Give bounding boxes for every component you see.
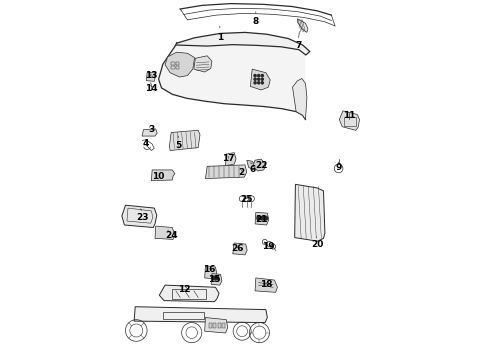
Text: 21: 21 [255, 215, 268, 224]
Polygon shape [170, 130, 200, 150]
Text: 3: 3 [148, 125, 154, 134]
FancyBboxPatch shape [222, 323, 225, 328]
Polygon shape [159, 285, 219, 302]
Polygon shape [205, 165, 247, 179]
Circle shape [258, 78, 260, 80]
Polygon shape [151, 170, 175, 181]
Polygon shape [211, 274, 222, 285]
Polygon shape [294, 184, 325, 241]
Text: 15: 15 [208, 274, 220, 284]
Polygon shape [233, 243, 247, 255]
Text: 11: 11 [343, 111, 356, 120]
Polygon shape [142, 129, 157, 136]
Polygon shape [205, 318, 228, 333]
Text: 10: 10 [152, 172, 165, 181]
Circle shape [254, 75, 256, 77]
Circle shape [261, 75, 263, 77]
Circle shape [264, 216, 268, 220]
Text: 1: 1 [217, 33, 223, 42]
Text: 4: 4 [143, 139, 149, 148]
Circle shape [215, 276, 219, 280]
Polygon shape [250, 69, 270, 90]
Circle shape [258, 82, 260, 84]
Text: 26: 26 [232, 244, 244, 253]
Text: 8: 8 [253, 17, 259, 26]
Text: 17: 17 [222, 154, 235, 163]
Polygon shape [253, 159, 266, 171]
FancyBboxPatch shape [209, 323, 212, 328]
Polygon shape [147, 72, 155, 81]
Polygon shape [159, 45, 305, 120]
FancyBboxPatch shape [213, 323, 216, 328]
Text: 16: 16 [203, 266, 215, 274]
Polygon shape [247, 160, 256, 170]
FancyBboxPatch shape [218, 323, 220, 328]
Circle shape [257, 216, 261, 220]
Circle shape [261, 216, 264, 220]
Circle shape [261, 78, 263, 80]
Circle shape [213, 276, 216, 280]
Circle shape [258, 75, 260, 77]
Polygon shape [297, 19, 308, 32]
Polygon shape [205, 266, 217, 279]
Text: 13: 13 [145, 71, 158, 80]
Polygon shape [194, 56, 212, 72]
Polygon shape [134, 307, 268, 323]
Text: 14: 14 [145, 84, 158, 93]
Polygon shape [155, 226, 175, 239]
Text: 5: 5 [175, 141, 181, 150]
Circle shape [261, 82, 263, 84]
Polygon shape [122, 205, 157, 228]
Text: 2: 2 [238, 168, 245, 177]
Circle shape [254, 82, 256, 84]
Polygon shape [175, 32, 310, 55]
Text: 23: 23 [136, 213, 148, 222]
Text: 18: 18 [260, 280, 273, 289]
Polygon shape [165, 52, 195, 77]
Circle shape [254, 78, 256, 80]
Text: 20: 20 [311, 240, 323, 249]
Polygon shape [255, 212, 269, 225]
Text: 6: 6 [249, 165, 255, 174]
Text: 12: 12 [177, 285, 190, 294]
Text: 7: 7 [295, 40, 301, 49]
Text: 22: 22 [255, 161, 268, 170]
Polygon shape [255, 278, 277, 292]
Text: 9: 9 [336, 163, 342, 172]
Text: 24: 24 [165, 231, 177, 240]
Polygon shape [293, 78, 307, 120]
Polygon shape [225, 153, 236, 166]
Text: 25: 25 [241, 195, 253, 204]
Text: 19: 19 [262, 242, 275, 251]
Polygon shape [339, 111, 360, 130]
